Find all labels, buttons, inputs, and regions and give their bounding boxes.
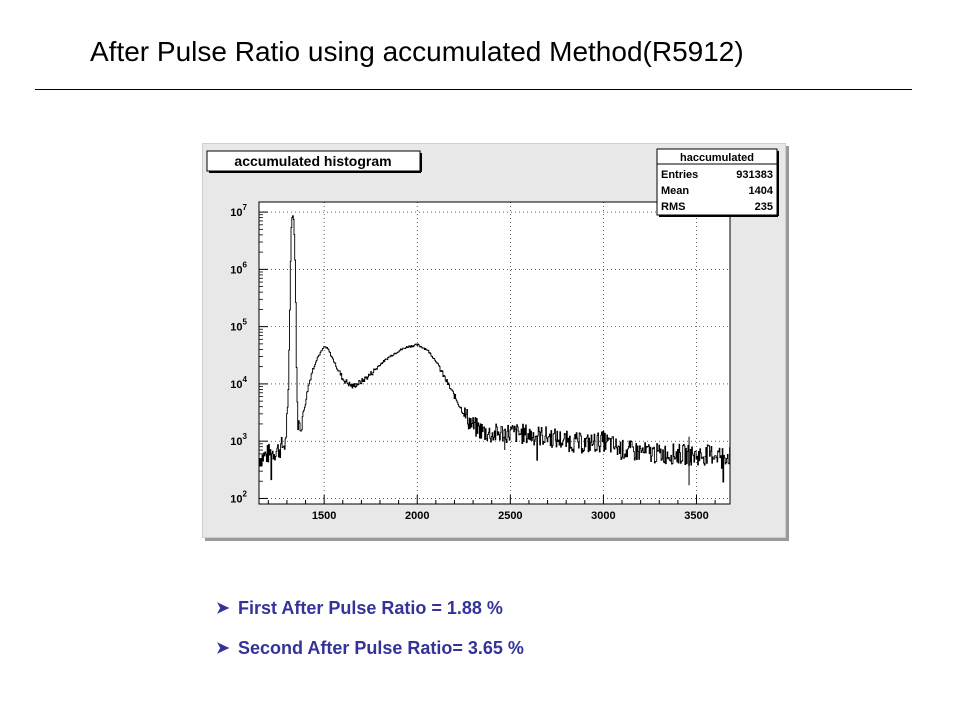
- y-tick-label: 105: [230, 318, 247, 334]
- stats-row-label: Mean: [661, 185, 689, 197]
- x-tick-label: 3000: [591, 510, 615, 522]
- stats-row-value: 235: [755, 201, 773, 213]
- histogram-title: accumulated histogram: [234, 153, 391, 169]
- stats-row-label: Entries: [661, 169, 698, 181]
- bullet-item: ➤ First After Pulse Ratio = 1.88 %: [216, 588, 524, 628]
- x-tick-label: 2500: [498, 510, 522, 522]
- y-tick-label: 106: [230, 260, 247, 276]
- stats-row-label: RMS: [661, 201, 685, 213]
- bullet-list: ➤ First After Pulse Ratio = 1.88 % ➤ Sec…: [216, 588, 524, 668]
- bullet-text: Second After Pulse Ratio= 3.65 %: [238, 637, 524, 658]
- x-tick-label: 2000: [405, 510, 429, 522]
- title-divider: [35, 89, 912, 90]
- y-tick-label: 107: [230, 203, 247, 219]
- arrow-bullet-icon: ➤: [216, 640, 230, 657]
- bullet-text: First After Pulse Ratio = 1.88 %: [238, 597, 503, 618]
- y-tick-label: 102: [230, 489, 247, 505]
- bullet-item: ➤ Second After Pulse Ratio= 3.65 %: [216, 628, 524, 668]
- y-tick-label: 104: [230, 375, 247, 391]
- stats-box-name: haccumulated: [680, 152, 754, 164]
- plot-area: [258, 201, 731, 505]
- stats-row-value: 1404: [749, 185, 774, 197]
- x-tick-label: 3500: [684, 510, 708, 522]
- arrow-bullet-icon: ➤: [216, 600, 230, 617]
- histogram-canvas: 1500 2000 2500 3000 3500 102 103 104 105 106 107 ac…: [202, 143, 786, 538]
- stats-row-value: 931383: [736, 169, 773, 181]
- x-tick-label: 1500: [312, 510, 336, 522]
- histogram-chart: 1500 2000 2500 3000 3500 102 103 104 105 106 107 ac…: [206, 148, 779, 522]
- slide-title: After Pulse Ratio using accumulated Meth…: [90, 36, 744, 67]
- histogram-line: [259, 215, 731, 483]
- y-tick-label: 103: [230, 432, 247, 448]
